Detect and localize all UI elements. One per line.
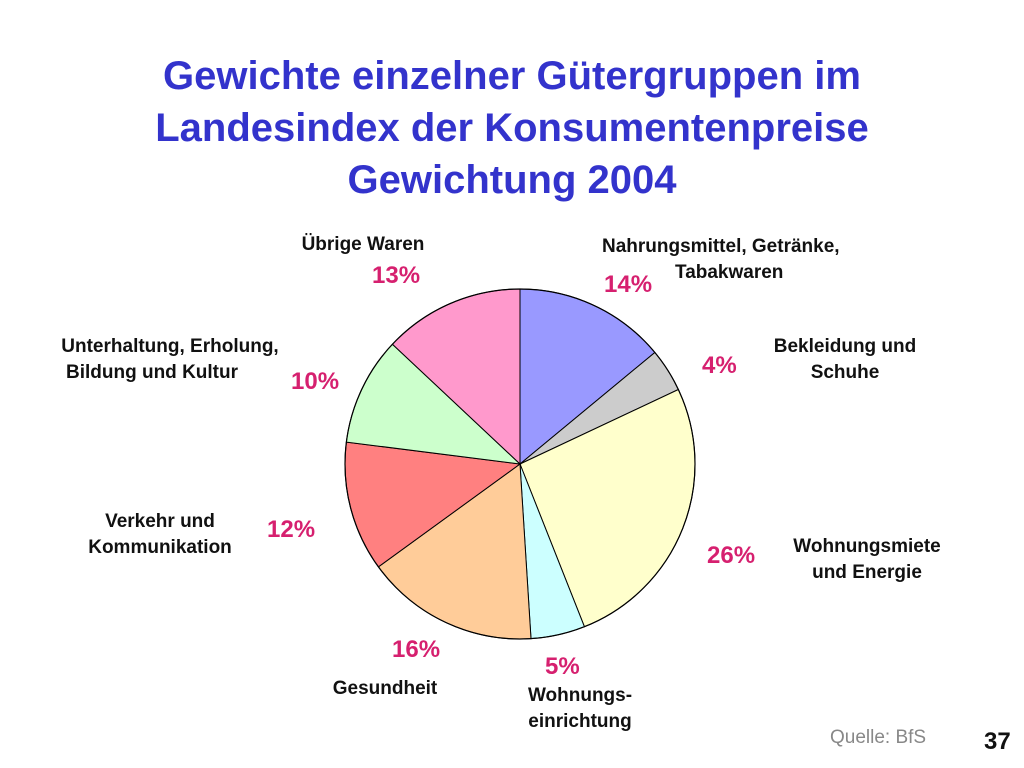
slice-label-unterhaltung: Unterhaltung, Erholung, Bildung und Kult… bbox=[30, 334, 310, 386]
slice-label-wohnungsmiete-line-2: und Energie bbox=[812, 562, 922, 583]
slice-label-uebrige-waren: Übrige Waren bbox=[268, 232, 458, 258]
slice-label-unterhaltung-line-1: Unterhaltung, Erholung, bbox=[61, 336, 279, 357]
data-label-uebrige-waren: 13% bbox=[372, 262, 421, 289]
title-line-2: Landesindex der Konsumentenpreise bbox=[155, 106, 869, 150]
slice-label-nahrungsmittel-line-1: Nahrungsmittel, Getränke, bbox=[602, 236, 840, 257]
slice-label-unterhaltung-line-2: Bildung und Kultur bbox=[65, 362, 238, 383]
chart-title: Gewichte einzelner Gütergruppen im Lande… bbox=[0, 50, 1024, 206]
slice-label-wohnungsmiete: Wohnungsmiete und Energie bbox=[772, 534, 962, 586]
slice-label-wohnungseinrichtung: Wohnungs- einrichtung bbox=[505, 683, 655, 735]
slice-label-verkehr-line-1: Verkehr und bbox=[105, 511, 215, 532]
title-line-1: Gewichte einzelner Gütergruppen im bbox=[163, 54, 861, 98]
slice-label-wohnungseinrichtung-line-2: einrichtung bbox=[528, 711, 632, 732]
slice-label-verkehr-line-2: Kommunikation bbox=[88, 537, 232, 558]
slice-label-nahrungsmittel: Nahrungsmittel, Getränke, Tabakwaren bbox=[602, 234, 840, 286]
data-label-unterhaltung: 10% bbox=[291, 368, 340, 395]
data-label-verkehr: 12% bbox=[267, 516, 316, 543]
slice-label-gesundheit: Gesundheit bbox=[300, 676, 470, 702]
slice-label-wohnungseinrichtung-line-1: Wohnungs- bbox=[527, 685, 633, 706]
page-number: 37 bbox=[984, 728, 1011, 755]
title-line-3: Gewichtung 2004 bbox=[347, 158, 677, 202]
slice-label-gesundheit-line-1: Gesundheit bbox=[332, 678, 438, 699]
slice-label-uebrige-waren-line-1: Übrige Waren bbox=[301, 234, 425, 255]
slice-label-bekleidung-line-2: Schuhe bbox=[810, 362, 880, 383]
slice-label-wohnungsmiete-line-1: Wohnungsmiete bbox=[793, 536, 941, 557]
slice-label-bekleidung-line-1: Bekleidung und bbox=[773, 336, 917, 357]
data-label-bekleidung: 4% bbox=[702, 352, 737, 379]
data-label-nahrungsmittel: 14% bbox=[604, 271, 653, 298]
pie-outline bbox=[344, 288, 696, 640]
data-label-wohnungseinrichtung: 5% bbox=[545, 653, 580, 680]
slice-label-bekleidung: Bekleidung und Schuhe bbox=[755, 334, 935, 386]
slice-label-verkehr: Verkehr und Kommunikation bbox=[60, 509, 260, 561]
data-label-wohnungsmiete: 26% bbox=[707, 542, 756, 569]
source-note: Quelle: BfS bbox=[830, 727, 927, 748]
data-label-gesundheit: 16% bbox=[392, 636, 441, 663]
slice-label-nahrungsmittel-line-2: Tabakwaren bbox=[675, 262, 784, 283]
